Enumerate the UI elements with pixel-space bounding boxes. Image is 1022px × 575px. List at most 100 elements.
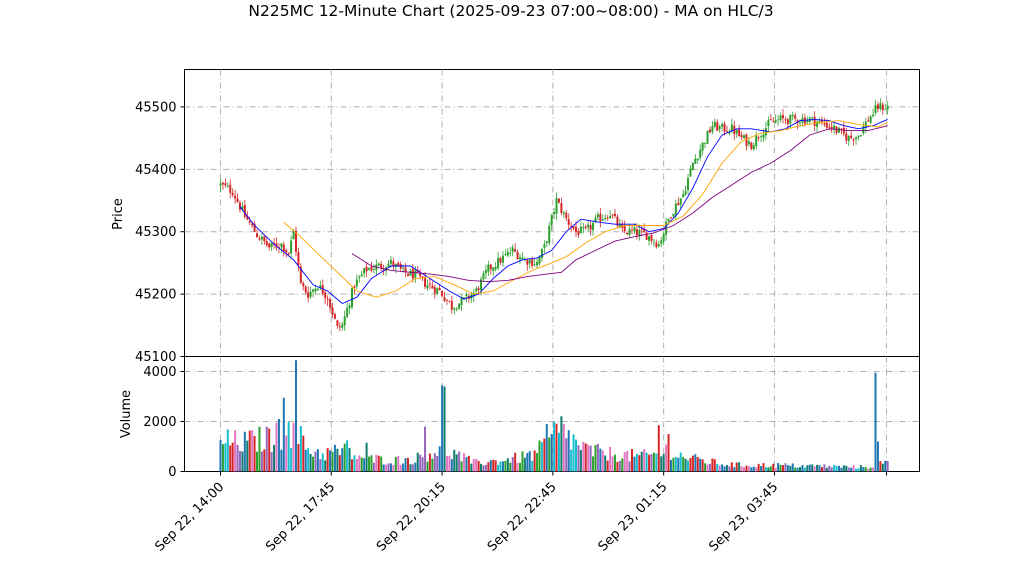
candle-body <box>691 162 694 170</box>
volume-bar <box>764 467 767 472</box>
volume-bar <box>621 458 624 472</box>
candle-body <box>285 250 288 253</box>
volume-bar <box>465 457 468 472</box>
volume-bar <box>358 455 361 472</box>
candle-body <box>421 276 424 278</box>
volume-bar <box>633 456 636 472</box>
volume-bar <box>562 423 565 472</box>
volume-bar <box>859 465 862 472</box>
candle-body <box>611 214 614 216</box>
volume-bar <box>236 444 239 472</box>
volume-bar <box>511 457 514 472</box>
volume-bars <box>219 360 889 472</box>
volume-bar <box>626 450 629 472</box>
candle-body <box>623 226 626 232</box>
volume-bar <box>847 467 850 472</box>
volume-bar <box>645 452 648 472</box>
volume-bar <box>738 462 741 472</box>
price-panel: 45100 45200 45300 45400 45500 <box>135 69 920 365</box>
volume-bar <box>687 460 690 472</box>
volume-bar <box>757 463 760 472</box>
volume-bar <box>696 457 699 472</box>
volume-bar <box>353 455 356 472</box>
candle-body <box>353 286 356 289</box>
candle-body <box>755 135 758 146</box>
volume-bar <box>370 455 373 472</box>
volume-bar <box>762 463 765 472</box>
volume-bar <box>404 458 407 472</box>
volume-bar <box>258 426 261 472</box>
volume-bar <box>704 463 707 472</box>
volume-bar <box>470 463 473 472</box>
candle-body <box>531 259 534 266</box>
candle-body <box>497 257 500 268</box>
volume-bar <box>389 463 392 472</box>
candle-body <box>555 198 558 214</box>
candle-body <box>677 203 680 206</box>
candle-body <box>350 288 353 308</box>
volume-bar <box>294 360 297 472</box>
volume-bar <box>297 443 300 472</box>
volume-bar <box>808 464 811 472</box>
volume-bar <box>270 452 273 472</box>
candle-body <box>560 203 563 213</box>
candle-body <box>669 217 672 219</box>
volume-tick-label: 0 <box>168 465 176 480</box>
volume-bar <box>229 445 232 472</box>
volume-bar <box>835 465 838 472</box>
candle-body <box>519 257 522 260</box>
candle-body <box>811 116 814 118</box>
candle-body <box>818 120 821 122</box>
volume-bar <box>674 457 677 472</box>
volume-bar <box>721 464 724 472</box>
volume-bar <box>755 467 758 472</box>
volume-bar <box>528 451 531 472</box>
volume-bar <box>329 450 332 472</box>
volume-bar <box>833 465 836 472</box>
candle-body <box>701 142 704 151</box>
candle-body <box>336 320 339 326</box>
price-axis-label: Price <box>111 198 126 230</box>
candle-body <box>745 134 748 146</box>
volume-bar <box>324 460 327 472</box>
volume-bar <box>426 461 429 472</box>
candle-body <box>333 314 336 319</box>
volume-bar <box>368 456 371 472</box>
volume-bar <box>375 454 378 472</box>
candle-body <box>241 206 244 210</box>
volume-bar <box>480 463 483 472</box>
volume-bar <box>292 422 295 472</box>
candle-body <box>604 217 607 219</box>
volume-bar <box>234 430 237 472</box>
candle-body <box>830 126 833 129</box>
volume-bar <box>575 439 578 472</box>
candle-body <box>472 292 475 297</box>
volume-bar <box>672 457 675 472</box>
candle-body <box>231 192 234 196</box>
volume-bar <box>869 467 872 472</box>
volume-bar <box>801 465 804 472</box>
volume-bar <box>475 458 478 472</box>
candle-body <box>713 121 716 127</box>
volume-bar <box>377 455 380 472</box>
candle-body <box>553 212 556 214</box>
volume-bar <box>837 465 840 472</box>
volume-bar <box>881 463 884 472</box>
volume-bar <box>504 460 507 472</box>
candle-body <box>428 283 431 285</box>
candle-body <box>270 242 273 248</box>
candle-body <box>772 120 775 122</box>
volume-bar <box>321 453 324 472</box>
volume-bar <box>689 457 692 472</box>
volume-bar <box>487 462 490 472</box>
volume-bar <box>419 454 422 472</box>
candle-body <box>521 257 524 260</box>
volume-bar <box>816 464 819 472</box>
candle-body <box>587 224 590 228</box>
candle-body <box>238 202 241 210</box>
volume-bar <box>243 431 246 472</box>
volume-bar <box>643 448 646 472</box>
candle-body <box>460 297 463 306</box>
volume-bar <box>319 459 322 472</box>
volume-bar <box>280 449 283 472</box>
